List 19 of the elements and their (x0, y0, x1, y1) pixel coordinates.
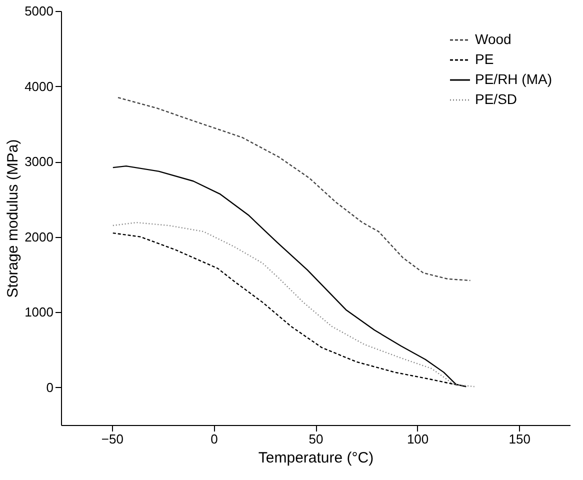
y-axis-title: Storage modulus (MPa) (4, 139, 22, 298)
legend-label: PE (475, 51, 494, 67)
y-tick-label: 0 (46, 380, 54, 395)
x-tick-label: 150 (508, 432, 530, 446)
x-tick-label: 100 (406, 432, 429, 446)
y-tick-label: 4000 (24, 78, 54, 94)
legend-label: PE/SD (475, 91, 518, 107)
y-tick-label: 3000 (24, 154, 54, 170)
legend-label: Wood (475, 31, 512, 47)
y-tick-label: 2000 (24, 229, 54, 244)
line-series (112, 165, 467, 388)
x-tick-label: 0 (210, 432, 218, 446)
x-tick-label: −50 (101, 432, 124, 446)
x-axis-title: Temperature (°C) (258, 450, 374, 466)
line-series (117, 96, 471, 282)
x-tick-label: 50 (308, 432, 324, 446)
y-tick-label: 5000 (24, 4, 54, 18)
y-tick-label: 1000 (24, 304, 54, 320)
legend-label: PE/RH (MA) (475, 71, 552, 87)
